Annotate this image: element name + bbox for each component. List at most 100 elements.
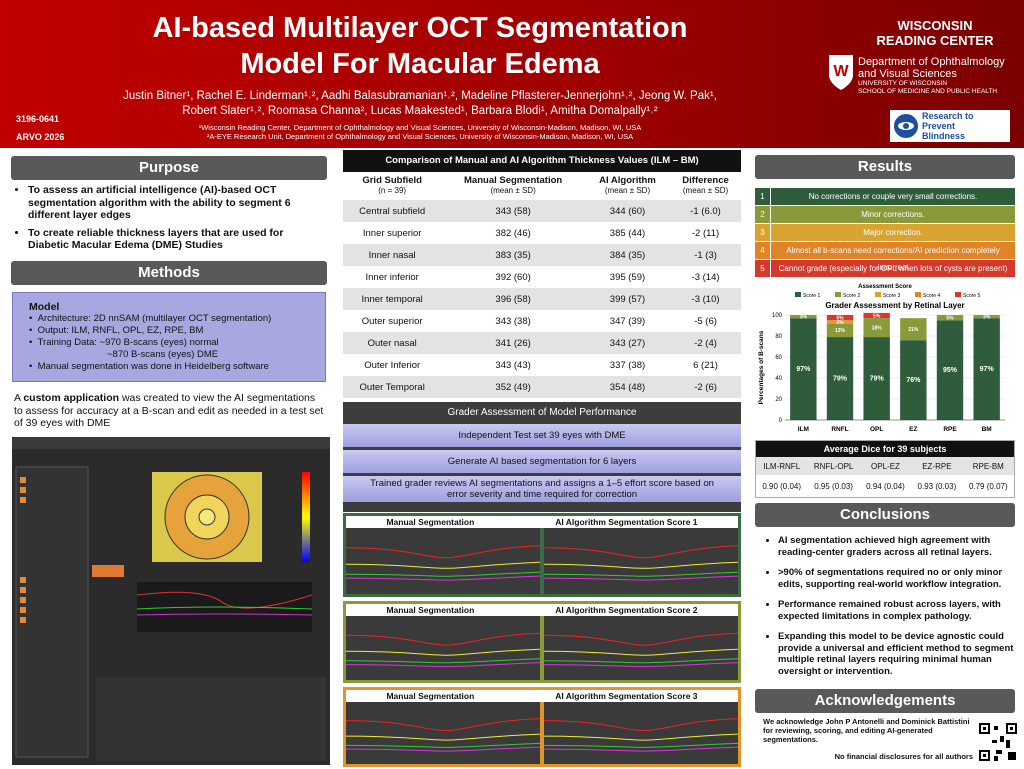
layer-line: [543, 632, 739, 646]
affiliation: ¹Wisconsin Reading Center, Department of…: [198, 123, 642, 132]
image-panel: Manual Segmentation AI Algorithm Segmenta…: [343, 601, 741, 683]
table-row: Inner temporal 396 (58) 399 (57) -3 (10): [343, 288, 741, 310]
legend-label: Score 4: [923, 293, 940, 299]
bar-segment: [826, 315, 854, 321]
header-text: Difference: [682, 175, 729, 186]
conference: ARVO 2026: [16, 132, 65, 142]
score-row: 1 No corrections or couple very small cor…: [755, 188, 1015, 205]
cell: -3 (10): [691, 293, 720, 305]
cell: Outer superior: [361, 315, 423, 327]
y-tick-label: 0: [779, 418, 783, 424]
legend-swatch: [835, 292, 841, 297]
section-heading: Methods: [11, 261, 327, 285]
author-line: Justin Bitner¹, Rachel E. Linderman¹˒², …: [123, 90, 717, 102]
rpb-line: Blindness: [922, 131, 966, 141]
legend-swatch: [795, 292, 801, 297]
layer-line: [345, 733, 541, 741]
center-name: WISCONSIN READING CENTER: [855, 18, 1015, 48]
bullet: AI segmentation achieved high agreement …: [778, 535, 1014, 558]
data-label: 79%: [833, 376, 848, 383]
cell: 385 (44): [609, 227, 646, 239]
section-heading: Acknowledgements: [755, 689, 1015, 713]
y-tick-label: 80: [775, 334, 782, 340]
score-text: Almost all b-scans need corrections/AI p…: [786, 246, 1000, 272]
uw-crest: W: [829, 55, 853, 90]
section-heading: Conclusions: [755, 503, 1015, 527]
layer-line: [345, 662, 541, 668]
cell: -1 (6.0): [690, 205, 721, 217]
panel-header: Manual Segmentation AI Algorithm Segmenta…: [346, 516, 738, 528]
affiliations: ¹Wisconsin Reading Center, Department of…: [120, 123, 720, 141]
score-text: Cannot grade (especially for OPL when lo…: [778, 264, 1008, 273]
header-cell: RNFL-OPL: [813, 461, 854, 471]
legend-label: Score 1: [803, 293, 820, 299]
oct-scan: [346, 702, 540, 764]
university: UNIVERSITY OF WISCONSIN: [858, 80, 948, 87]
grader-box: Grader Assessment of Model Performance I…: [343, 402, 741, 512]
cell: 392 (60): [495, 271, 531, 283]
dice-table: Average Dice for 39 subjects ILM-RNFL RNF…: [755, 440, 1015, 498]
item-text: Output: ILM, RNFL, OPL, EZ, RPE, BM: [37, 325, 204, 336]
bar-segment: [790, 318, 817, 420]
header-cell: RPE-BM: [972, 461, 1004, 471]
cell: 0.94 (0.04): [866, 481, 905, 491]
header-text: (mean ± SD): [604, 186, 651, 195]
author-line: Robert Slater¹˒², Roomasa Channa², Lucas…: [182, 105, 658, 117]
data-label: 5%: [873, 314, 881, 320]
model-item: • Output: ILM, RNFL, OPL, EZ, RPE, BM: [29, 325, 204, 336]
layer-line: [345, 746, 541, 752]
data-label: 13%: [835, 328, 846, 334]
score-row: 5 Cannot grade (especially for OPL when l…: [755, 260, 1015, 277]
score-text: Minor corrections.: [861, 210, 925, 219]
cell: 341 (26): [495, 337, 531, 349]
score-legend: 1 No corrections or couple very small cor…: [755, 188, 1015, 278]
data-label: 3%: [836, 320, 844, 326]
score-row: 2 Minor corrections.: [755, 206, 1015, 223]
step: Generate AI based segmentation for 6 lay…: [343, 450, 741, 473]
bullet: To create reliable thickness layers that…: [28, 227, 324, 252]
table-row: Outer nasal 341 (26) 343 (27) -2 (4): [343, 332, 741, 354]
layer-line: [543, 742, 739, 748]
cell: -1 (3): [694, 249, 717, 261]
data-label: 97%: [980, 366, 995, 373]
layer-line: [543, 733, 739, 741]
layer-line: [543, 648, 739, 656]
table-row: Outer superior 343 (38) 347 (39) -5 (6): [343, 310, 741, 332]
legend-label: Score 5: [963, 293, 980, 299]
y-tick-label: 100: [772, 313, 783, 319]
panel-label: Manual Segmentation: [386, 605, 475, 615]
cell: 337 (38): [609, 359, 646, 371]
disclosure: No financial disclosures for all authors: [834, 752, 973, 761]
x-tick-label: EZ: [909, 426, 917, 433]
cell: Central subfield: [359, 205, 426, 217]
cell: Inner temporal: [361, 293, 423, 305]
purpose-list: To assess an artificial intelligence (AI…: [12, 184, 324, 257]
legend-title: Assessment Score: [858, 284, 912, 290]
cell: -2 (4): [694, 337, 717, 349]
x-tick-label: RNFL: [831, 426, 848, 433]
cell: Outer Inferior: [364, 359, 421, 371]
rpb-icon: [894, 114, 918, 138]
header-cell: Manual Segmentation (mean ± SD): [441, 172, 585, 200]
model-title: Model: [29, 301, 60, 313]
cell: 343 (38): [495, 315, 531, 327]
conclusions-list: AI segmentation achieved high agreement …: [762, 535, 1014, 686]
text: was created to view the AI segmentations…: [14, 392, 324, 429]
poster-id: 3196-0641 ARVO 2026: [16, 110, 64, 146]
bullet: Performance remained robust across layer…: [778, 599, 1014, 622]
header-cell: ILM-RNFL: [763, 461, 801, 471]
table-row: Inner superior 382 (46) 385 (44) -2 (11): [343, 222, 741, 244]
steps: Independent Test set 39 eyes with DME Gen…: [343, 424, 741, 502]
cell: 347 (39): [609, 315, 646, 327]
dept-line: Department of Ophthalmology: [858, 56, 1005, 68]
department: Department of Ophthalmology and Visual S…: [858, 56, 1005, 96]
cell: 343 (27): [609, 337, 646, 349]
rpb-logo: Research to Prevent Blindness: [890, 110, 1010, 142]
header-row: Grid Subfield (n = 39) Manual Segmentation…: [343, 172, 741, 200]
rpb-line: Prevent: [922, 121, 956, 131]
header-text: (mean ± SD): [490, 186, 536, 195]
score-number: 1: [755, 188, 771, 205]
header-text: (mean ± SD): [682, 186, 729, 195]
model-box: Model • Architecture: 2D nnSAM (multilay…: [12, 292, 326, 382]
